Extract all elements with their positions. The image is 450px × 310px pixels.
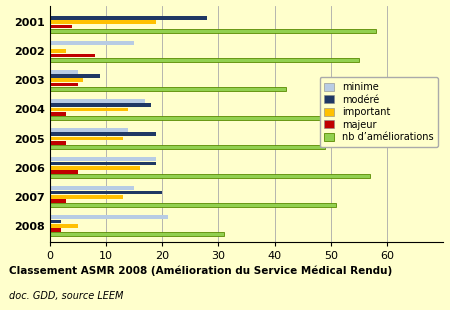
Text: doc. GDD, source LEEM: doc. GDD, source LEEM [9,291,123,301]
Bar [50,16,207,20]
Bar [50,224,77,228]
Bar [50,141,67,145]
Bar [50,54,94,57]
Bar [50,29,376,33]
Bar [50,186,134,190]
Bar [50,74,100,78]
Bar [50,24,72,28]
Bar [50,157,157,161]
Bar [50,174,370,178]
Bar [50,220,61,224]
Bar [50,83,77,86]
Bar [50,41,134,45]
Bar [50,112,67,116]
Bar [50,228,61,232]
Bar [50,232,224,236]
Bar [50,170,77,174]
Bar [50,103,151,107]
Bar [50,203,337,207]
Bar [50,87,286,91]
Bar [50,195,122,199]
Bar [50,70,77,74]
Bar [50,162,157,165]
Legend: minime, modéré, important, majeur, nb d’améliorations: minime, modéré, important, majeur, nb d’… [320,78,438,147]
Bar [50,20,157,24]
Bar [50,108,128,111]
Bar [50,78,83,82]
Bar [50,128,128,132]
Bar [50,116,342,120]
Bar [50,137,122,140]
Bar [50,166,140,170]
Text: Classement ASMR 2008 (Amélioration du Service Médical Rendu): Classement ASMR 2008 (Amélioration du Se… [9,265,392,276]
Bar [50,191,162,194]
Bar [50,132,157,136]
Bar [50,145,325,149]
Bar [50,99,145,103]
Bar [50,58,359,62]
Bar [50,49,67,53]
Bar [50,199,67,203]
Bar [50,215,167,219]
